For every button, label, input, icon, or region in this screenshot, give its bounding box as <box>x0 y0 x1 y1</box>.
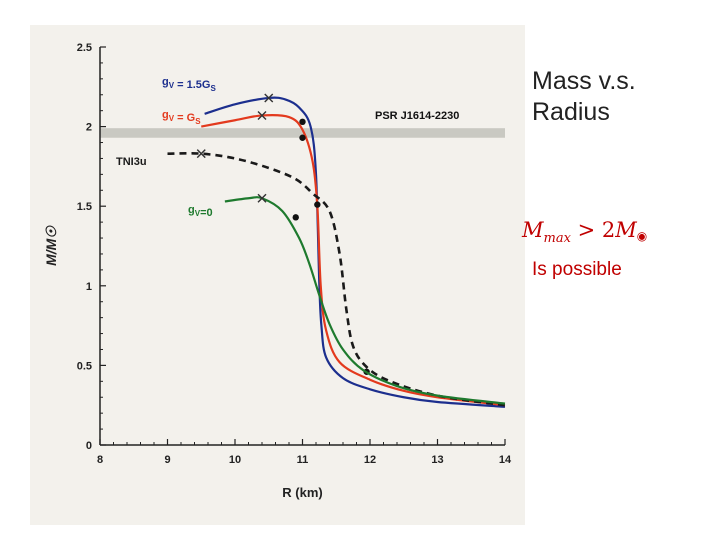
annotation-blue: gV = 1.5GS <box>162 76 216 93</box>
series-red <box>201 110 506 407</box>
x-tick-label: 11 <box>297 454 309 466</box>
curve-point-dot <box>299 118 306 126</box>
series-black <box>167 149 506 407</box>
y-tick-label: 0.5 <box>77 360 92 372</box>
x-tick-label: 9 <box>164 454 170 466</box>
curve-point-dot <box>299 134 306 141</box>
annotation-red: gV = GS <box>162 109 201 126</box>
formula-note: Is possible <box>532 259 622 280</box>
y-tick-label: 2 <box>86 122 92 134</box>
cross-stroke <box>196 149 206 159</box>
series-line-blue <box>204 96 506 408</box>
cross-stroke <box>264 93 274 103</box>
slide-title-line-1: Mass v.s. <box>532 67 636 95</box>
formula-operator: > 2 <box>570 218 616 242</box>
max-mass-cross <box>264 93 274 103</box>
cross-stroke <box>257 110 267 120</box>
y-tick-label: 1.5 <box>77 201 92 213</box>
curve-point-dot <box>292 214 299 221</box>
x-tick-label: 8 <box>97 454 103 466</box>
formula-rhs: M <box>615 218 637 242</box>
cross-stroke <box>257 193 267 203</box>
x-tick-label: 10 <box>229 454 241 466</box>
max-mass-cross <box>257 193 267 203</box>
annotation-black: PSR J1614-2230 <box>375 110 459 122</box>
annotation-green: gV=0 <box>188 204 213 219</box>
formula-lhs: M <box>522 218 544 242</box>
max-mass-cross <box>257 110 267 120</box>
solar-mass-symbol: ◉ <box>636 229 648 243</box>
y-tick-label: 2.5 <box>77 42 92 54</box>
series-line-red <box>201 113 506 407</box>
y-tick-label: 1 <box>86 281 92 293</box>
x-tick-label: 12 <box>364 454 376 466</box>
x-tick-label: 14 <box>499 454 512 466</box>
slide-title: Mass v.s. Radius <box>532 66 712 128</box>
series-line-black <box>167 152 506 407</box>
mass-radius-figure: 8 9 10 11 12 13 14 0 0.5 1 1.5 2 2.5 R (km) M/M☉ gV = … <box>30 25 525 525</box>
annotation-black: TNI3u <box>116 156 147 168</box>
max-mass-formula: Mmax > 2M◉ <box>522 218 647 246</box>
y-tick-label: 0 <box>86 440 92 452</box>
x-tick-label: 13 <box>431 454 443 466</box>
max-mass-cross <box>196 149 206 159</box>
psr-band <box>100 128 505 138</box>
series-green <box>224 193 506 405</box>
x-axis-label: R (km) <box>282 485 322 500</box>
curve-point-dot <box>314 201 321 208</box>
mass-radius-chart: 8 9 10 11 12 13 14 0 0.5 1 1.5 2 2.5 R (km) M/M☉ gV = … <box>43 42 512 500</box>
y-axis-label: M/M☉ <box>43 225 59 266</box>
formula-lhs-sub: max <box>543 231 571 247</box>
slide-title-line-2: Radius <box>532 98 610 126</box>
series-blue <box>204 93 506 408</box>
